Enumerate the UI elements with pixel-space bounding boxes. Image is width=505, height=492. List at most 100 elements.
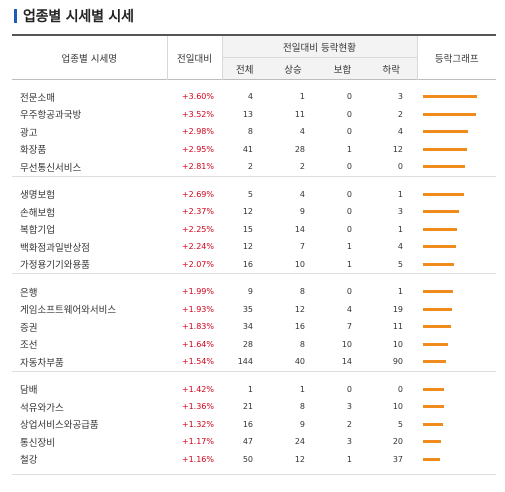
count-down: 0 (397, 384, 404, 394)
change-bar (423, 147, 468, 151)
sector-name-link[interactable]: 상업서비스와공급품 (20, 420, 99, 432)
table-row: 은행 +1.99% 9 8 0 1 (12, 283, 496, 301)
count-up: 4 (299, 189, 305, 199)
table-row: 담배 +1.42% 1 1 0 0 (12, 381, 496, 399)
table-row: 조선 +1.64% 28 8 10 10 (12, 336, 496, 354)
count-up: 16 (294, 322, 305, 332)
table-row: 무선통신서비스 +2.81% 2 2 0 0 (12, 158, 496, 176)
sector-name-link[interactable]: 화장품 (20, 145, 47, 157)
count-up: 9 (299, 419, 305, 429)
sector-name-link[interactable]: 은행 (20, 287, 38, 299)
change-bar (423, 130, 469, 134)
change-bar (423, 112, 477, 116)
count-total: 144 (237, 357, 253, 367)
count-up: 8 (299, 287, 305, 297)
change-graph-cell (417, 238, 496, 256)
table-row: 철강 +1.16% 50 12 1 37 (12, 451, 496, 469)
count-down: 11 (392, 322, 404, 332)
count-up: 11 (294, 109, 305, 119)
change-graph-cell (417, 141, 496, 159)
count-up: 8 (299, 339, 305, 349)
sector-name-link[interactable]: 복합기업 (20, 225, 55, 237)
change-rate: +1.32% (181, 419, 214, 429)
count-down: 10 (392, 339, 404, 349)
count-flat: 1 (346, 242, 352, 252)
table-row: 자동차부품 +1.54% 144 40 14 90 (12, 353, 496, 371)
table-row: 상업서비스와공급품 +1.32% 16 9 2 5 (12, 416, 496, 434)
count-flat: 10 (341, 339, 352, 349)
sector-name-link[interactable]: 증권 (20, 322, 38, 334)
count-flat: 0 (346, 287, 352, 297)
table-row: 생명보험 +2.69% 5 4 0 1 (12, 186, 496, 204)
change-bar (423, 290, 454, 294)
sector-name-link[interactable]: 광고 (20, 127, 38, 139)
change-bar (423, 440, 442, 444)
count-flat: 0 (346, 92, 352, 102)
sector-name-link[interactable]: 석유와가스 (20, 402, 64, 414)
table-row: 손해보험 +2.37% 12 9 0 3 (12, 203, 496, 221)
change-bar (423, 262, 455, 266)
count-total: 35 (242, 304, 253, 314)
sector-name-link[interactable]: 무선통신서비스 (20, 162, 82, 174)
count-down: 2 (397, 109, 404, 119)
change-bar (423, 307, 453, 311)
sector-name-link[interactable]: 우주항공과국방 (20, 110, 82, 122)
count-down: 4 (397, 127, 404, 137)
change-graph-cell (417, 186, 496, 204)
change-graph-cell (417, 318, 496, 336)
sector-name-link[interactable]: 조선 (20, 340, 38, 352)
sector-name-link[interactable]: 통신장비 (20, 437, 55, 449)
sector-name-link[interactable]: 철강 (20, 455, 38, 467)
count-flat: 0 (346, 127, 352, 137)
change-rate: +1.36% (181, 402, 214, 412)
count-up: 2 (299, 162, 305, 172)
change-rate: +2.25% (181, 224, 214, 234)
count-flat: 0 (346, 109, 352, 119)
count-total: 5 (247, 189, 253, 199)
sector-name-link[interactable]: 가정용기기와용품 (20, 260, 90, 272)
count-flat: 1 (346, 454, 352, 464)
count-up: 1 (299, 92, 305, 102)
header-flat: 보합 (319, 57, 366, 80)
count-flat: 3 (346, 402, 352, 412)
sector-name-link[interactable]: 담배 (20, 385, 38, 397)
header-total: 전체 (221, 57, 267, 80)
count-down: 5 (397, 419, 404, 429)
change-graph-cell (417, 433, 496, 451)
header-up: 상승 (267, 57, 319, 80)
table-row: 우주항공과국방 +3.52% 13 11 0 2 (12, 106, 496, 124)
count-total: 34 (242, 322, 253, 332)
change-rate: +3.52% (181, 109, 214, 119)
sector-name-link[interactable]: 생명보험 (20, 190, 55, 202)
sector-table: 업종별 시세명 전일대비 전일대비 등락현황 등락그래프 전체 상승 보합 하락… (12, 34, 497, 475)
change-graph-cell (417, 398, 496, 416)
header-name: 업종별 시세명 (12, 35, 167, 80)
count-down: 3 (397, 92, 404, 102)
count-flat: 0 (346, 224, 352, 234)
change-graph-cell (417, 158, 496, 176)
change-bar (423, 165, 466, 169)
sector-name-link[interactable]: 백화점과일반상점 (20, 242, 90, 254)
page-title: 업종별 시세별 시세 (23, 9, 134, 25)
count-down: 19 (392, 304, 404, 314)
count-total: 41 (242, 144, 253, 154)
count-down: 1 (397, 189, 404, 199)
count-flat: 1 (346, 259, 352, 269)
header-trend: 전일대비 등락현황 (221, 35, 418, 58)
count-total: 4 (247, 92, 253, 102)
count-up: 28 (294, 144, 305, 154)
sector-name-link[interactable]: 게임소프트웨어와서비스 (20, 305, 117, 317)
count-down: 90 (392, 357, 404, 367)
count-up: 10 (294, 259, 305, 269)
count-up: 12 (294, 304, 305, 314)
change-rate: +1.54% (181, 357, 214, 367)
change-bar (423, 405, 445, 409)
table-row: 화장품 +2.95% 41 28 1 12 (12, 141, 496, 159)
count-total: 47 (242, 437, 253, 447)
sector-name-link[interactable]: 손해보험 (20, 207, 55, 219)
sector-name-link[interactable]: 전문소매 (20, 92, 55, 104)
count-down: 1 (397, 287, 404, 297)
change-graph-cell (417, 221, 496, 239)
title-accent-bar (14, 9, 17, 23)
sector-name-link[interactable]: 자동차부품 (20, 357, 64, 369)
